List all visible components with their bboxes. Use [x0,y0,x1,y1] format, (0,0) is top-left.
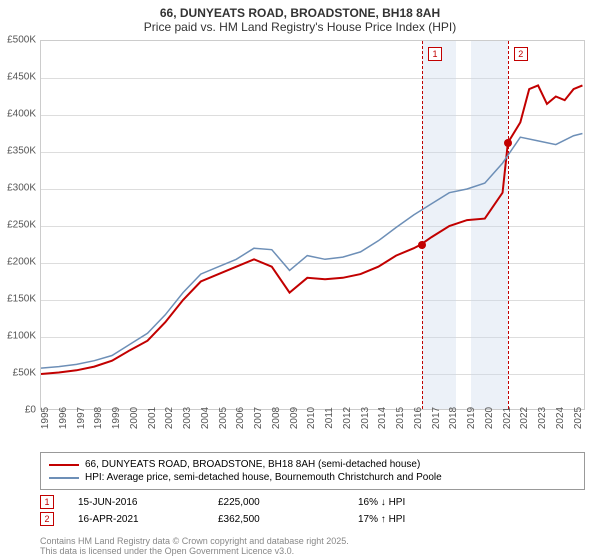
x-tick-label: 2007 [253,407,264,429]
sale-date: 16-APR-2021 [78,514,178,525]
y-axis-labels: £0£50K£100K£150K£200K£250K£300K£350K£400… [0,40,38,410]
x-tick-label: 2018 [448,407,459,429]
x-tick-label: 2002 [164,407,175,429]
x-axis-labels: 1995199619971998199920002001200220032004… [40,414,585,454]
sale-date: 15-JUN-2016 [78,497,178,508]
x-tick-label: 1997 [76,407,87,429]
x-tick-label: 2021 [502,407,513,429]
x-tick-label: 2016 [413,407,424,429]
x-tick-label: 1995 [40,407,51,429]
series-hpi [41,134,582,369]
sale-row: 1 15-JUN-2016 £225,000 16% ↓ HPI [40,495,585,509]
x-tick-label: 2003 [182,407,193,429]
x-tick-label: 2009 [289,407,300,429]
y-tick-label: £50K [13,368,36,379]
y-tick-label: £250K [7,220,36,231]
x-tick-label: 2024 [555,407,566,429]
x-tick-label: 2006 [235,407,246,429]
sale-badge: 2 [40,512,54,526]
x-tick-label: 2005 [218,407,229,429]
x-tick-label: 2000 [129,407,140,429]
series-property [41,85,582,374]
y-tick-label: £400K [7,109,36,120]
y-tick-label: £300K [7,183,36,194]
legend-row-property: 66, DUNYEATS ROAD, BROADSTONE, BH18 8AH … [49,459,576,470]
x-tick-label: 2013 [360,407,371,429]
x-tick-label: 2008 [271,407,282,429]
x-tick-label: 2010 [306,407,317,429]
y-tick-label: £150K [7,294,36,305]
sale-diff: 16% ↓ HPI [358,497,458,508]
x-tick-label: 2022 [519,407,530,429]
sale-price: £362,500 [218,514,318,525]
chart-title: 66, DUNYEATS ROAD, BROADSTONE, BH18 8AH [0,0,600,20]
chart-svg [41,41,586,411]
x-tick-label: 2001 [147,407,158,429]
legend-label-hpi: HPI: Average price, semi-detached house,… [85,472,442,483]
legend-label-property: 66, DUNYEATS ROAD, BROADSTONE, BH18 8AH … [85,459,420,470]
y-tick-label: £500K [7,35,36,46]
x-tick-label: 1999 [111,407,122,429]
attribution-line1: Contains HM Land Registry data © Crown c… [40,536,349,546]
x-tick-label: 2017 [431,407,442,429]
attribution-line2: This data is licensed under the Open Gov… [40,546,349,556]
x-tick-label: 1996 [58,407,69,429]
x-tick-label: 2019 [466,407,477,429]
legend-swatch-hpi [49,477,79,479]
x-tick-label: 1998 [93,407,104,429]
y-tick-label: £0 [25,405,36,416]
sale-badge: 1 [40,495,54,509]
x-tick-label: 2004 [200,407,211,429]
x-tick-label: 2015 [395,407,406,429]
y-tick-label: £450K [7,72,36,83]
y-tick-label: £200K [7,257,36,268]
x-tick-label: 2020 [484,407,495,429]
chart-plot-area: 12 [40,40,585,410]
x-tick-label: 2025 [573,407,584,429]
attribution-text: Contains HM Land Registry data © Crown c… [40,536,349,556]
y-tick-label: £100K [7,331,36,342]
legend-row-hpi: HPI: Average price, semi-detached house,… [49,472,576,483]
x-tick-label: 2023 [537,407,548,429]
sale-price: £225,000 [218,497,318,508]
x-tick-label: 2011 [324,407,335,429]
legend: 66, DUNYEATS ROAD, BROADSTONE, BH18 8AH … [40,452,585,490]
legend-swatch-property [49,464,79,466]
chart-subtitle: Price paid vs. HM Land Registry's House … [0,20,600,38]
x-tick-label: 2014 [377,407,388,429]
sale-diff: 17% ↑ HPI [358,514,458,525]
y-tick-label: £350K [7,146,36,157]
x-tick-label: 2012 [342,407,353,429]
sales-table: 1 15-JUN-2016 £225,000 16% ↓ HPI 2 16-APR-202… [40,492,585,529]
sale-row: 2 16-APR-2021 £362,500 17% ↑ HPI [40,512,585,526]
